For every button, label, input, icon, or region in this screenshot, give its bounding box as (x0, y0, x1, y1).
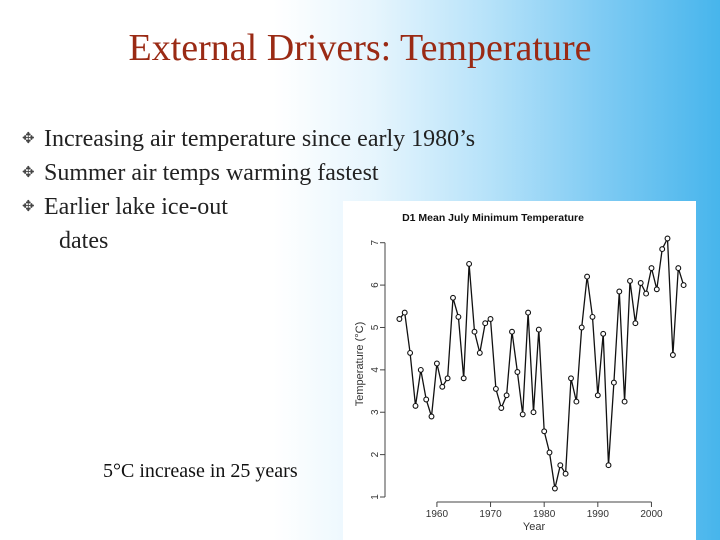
data-point (503, 392, 510, 399)
increase-note: 5°C increase in 25 years (103, 460, 298, 482)
data-point (643, 290, 650, 297)
data-point (525, 309, 532, 316)
data-point (562, 470, 569, 477)
data-point (541, 428, 548, 435)
series-line (398, 235, 685, 489)
data-point (471, 328, 478, 335)
data-point (476, 349, 483, 356)
data-point (680, 282, 687, 289)
data-point (417, 366, 424, 373)
data-point (594, 392, 601, 399)
bullet-item: ✥ Earlier lake ice-out (12, 190, 475, 224)
data-point (482, 320, 489, 327)
data-point (509, 328, 515, 335)
data-point (632, 320, 639, 327)
x-tick-label: 1980 (533, 509, 556, 520)
data-point (584, 273, 591, 280)
data-point (423, 396, 430, 403)
data-point (600, 330, 607, 337)
data-point (433, 360, 440, 367)
data-point (439, 383, 446, 390)
data-point (412, 402, 419, 409)
y-axis-label: Temperature (°C) (354, 322, 366, 406)
data-point (573, 398, 580, 405)
bullet-list: ✥ Increasing air temperature since early … (12, 122, 475, 258)
data-point (578, 324, 585, 331)
swirl-bullet-icon: ✥ (22, 165, 35, 181)
data-point (460, 375, 467, 382)
data-point (487, 316, 494, 322)
bullet-item: ✥ Summer air temps warming fastest (12, 156, 475, 190)
bullet-text: Summer air temps warming fastest (44, 160, 379, 186)
bullet-text: Increasing air temperature since early 1… (44, 126, 476, 152)
data-point (444, 375, 451, 382)
data-point (568, 375, 574, 382)
data-point (492, 385, 499, 392)
swirl-bullet-icon: ✥ (22, 199, 35, 215)
x-tick-label: 1970 (479, 509, 502, 520)
data-point (401, 309, 408, 316)
data-point (616, 288, 623, 295)
x-tick-label: 1960 (426, 509, 449, 520)
data-point (648, 265, 655, 272)
bullet-item: ✥ Increasing air temperature since early … (12, 122, 475, 156)
data-point (530, 409, 537, 416)
x-axis-label: Year (523, 521, 546, 533)
y-tick-label: 2 (370, 451, 381, 457)
y-tick-label: 6 (370, 282, 381, 288)
x-tick-label: 2000 (640, 509, 663, 520)
y-tick-label: 4 (370, 367, 381, 373)
y-tick-label: 1 (370, 494, 381, 500)
data-point (450, 294, 456, 301)
y-tick-label: 3 (370, 409, 381, 415)
temperature-chart: D1 Mean July Minimum Temperature Year Te… (343, 201, 696, 540)
slide-title: External Drivers: Temperature (128, 27, 592, 69)
data-point (551, 485, 558, 492)
data-point (659, 246, 666, 253)
y-tick-label: 7 (370, 239, 381, 245)
x-tick-label: 1990 (587, 509, 610, 520)
data-point (514, 369, 521, 375)
data-point (621, 398, 628, 405)
data-point (557, 462, 564, 469)
data-point (675, 265, 682, 272)
data-point (428, 413, 435, 420)
chart-title: D1 Mean July Minimum Temperature (402, 212, 584, 224)
data-point (664, 235, 671, 242)
y-tick-label: 5 (370, 324, 381, 330)
data-point (466, 260, 473, 267)
chart-svg: D1 Mean July Minimum Temperature Year Te… (354, 212, 687, 533)
data-point (455, 313, 462, 320)
swirl-bullet-icon: ✥ (22, 131, 35, 147)
data-point (669, 352, 676, 358)
data-point (519, 411, 526, 418)
data-point (653, 286, 660, 293)
data-point (396, 316, 403, 322)
data-point (589, 313, 596, 320)
data-point (407, 349, 414, 356)
data-point (546, 449, 553, 456)
data-point (610, 379, 617, 386)
data-point (605, 462, 612, 469)
data-point (627, 277, 633, 284)
bullet-continuation: dates (59, 228, 109, 254)
data-point (637, 280, 644, 286)
data-point (498, 405, 505, 411)
bullet-text: Earlier lake ice-out (44, 194, 228, 220)
data-point (535, 326, 542, 333)
